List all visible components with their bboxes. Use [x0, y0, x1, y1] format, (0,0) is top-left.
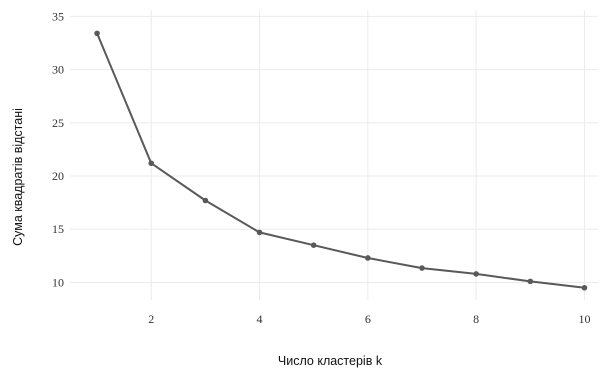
data-point [581, 284, 588, 291]
grid [70, 10, 598, 300]
data-point [256, 229, 263, 236]
x-tick-label: 2 [148, 312, 154, 326]
series [94, 30, 588, 291]
data-point [365, 255, 371, 261]
data-point [94, 30, 100, 37]
y-tick-label: 15 [52, 222, 64, 236]
x-tick-label: 10 [578, 312, 590, 326]
x-tick-label: 6 [365, 312, 371, 326]
data-point [527, 278, 534, 285]
data-point [202, 197, 209, 204]
x-tick-label: 8 [473, 312, 479, 326]
data-point [419, 265, 425, 271]
data-point [473, 271, 479, 277]
data-point [148, 160, 155, 167]
y-tick-label: 20 [52, 169, 64, 183]
series-line [96, 32, 586, 289]
y-axis-title: Сума квадратів відстані [11, 108, 25, 246]
y-tick-label: 35 [52, 9, 64, 23]
x-tick-label: 4 [257, 312, 263, 326]
data-point [310, 242, 317, 248]
tick-labels: 10 15 20 25 30 35 2 4 6 8 10 [52, 9, 590, 326]
x-axis-title: Число кластерів k [278, 354, 383, 368]
y-tick-label: 25 [52, 116, 64, 130]
y-tick-label: 30 [52, 63, 64, 77]
y-tick-label: 10 [52, 275, 64, 289]
